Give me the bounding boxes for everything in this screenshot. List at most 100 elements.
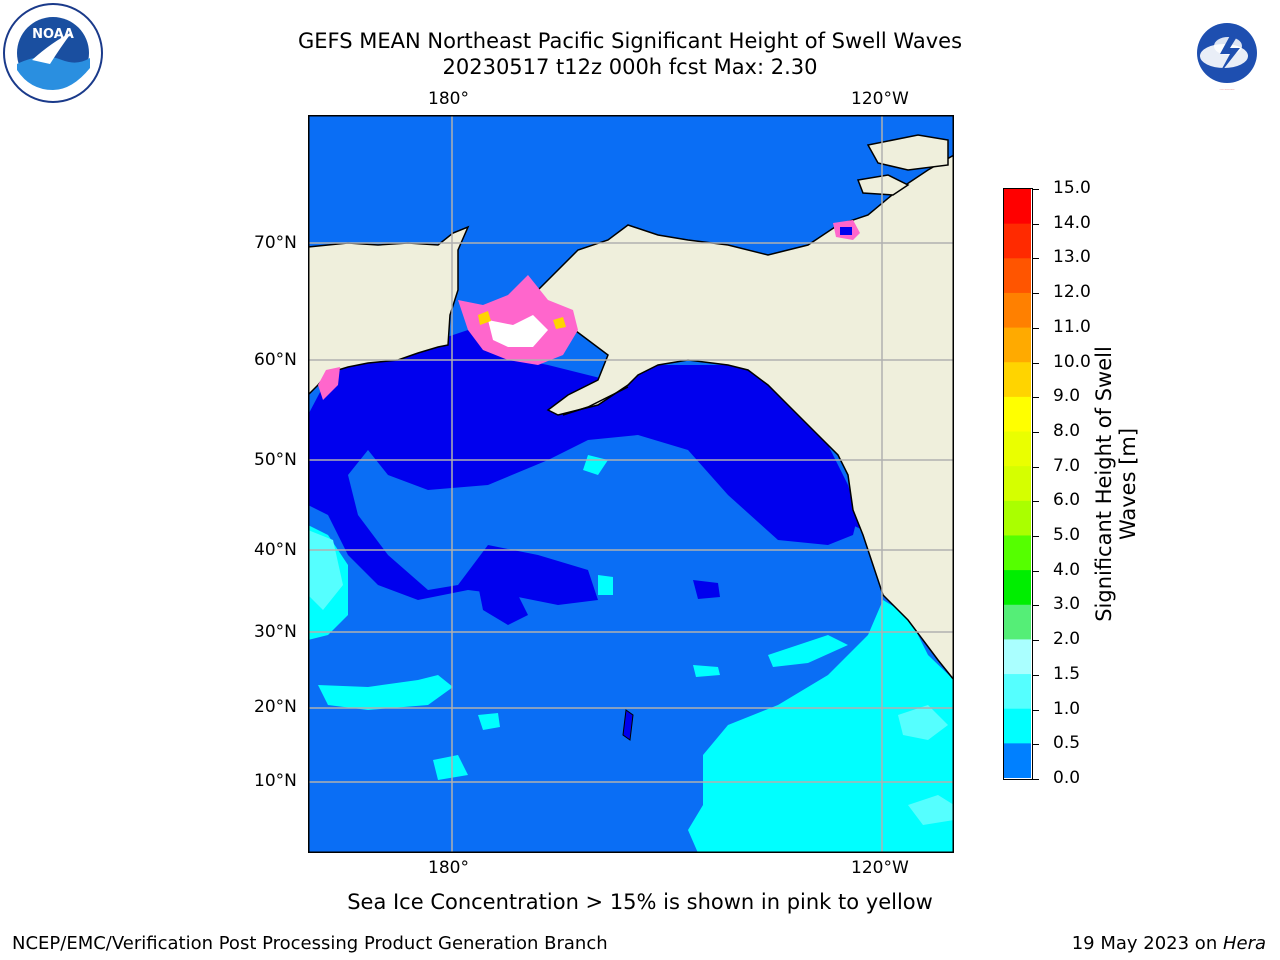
colorbar-tick-mark [1033,362,1039,364]
swell-cyan-band-1 [768,635,848,667]
swell-light-cyan-patch-2 [908,795,954,825]
colorbar-tick-label: 9.0 [1053,386,1081,407]
colorbar-segment-0 [1004,189,1031,225]
colorbar-tick-label: 13.0 [1053,247,1091,268]
colorbar-tick-mark [1033,258,1039,260]
colorbar-segment-15 [1004,708,1031,744]
sea-ice-chukotka-west [318,367,340,400]
bottom-lon-label-180: 180° [428,858,469,878]
colorbar-segment-3 [1004,292,1031,329]
swell-cyan-patch-3 [433,755,468,780]
colorbar-tick-mark [1033,536,1039,538]
swell-cyan-patch-2 [693,665,720,677]
colorbar-segment-7 [1004,431,1031,467]
colorbar-tick-label: 5.0 [1053,525,1081,546]
map-svg [307,114,955,853]
lat-label-10n: 10°N [254,771,297,791]
colorbar-tick-mark [1033,570,1039,572]
footer-branch: NCEP/EMC/Verification Post Processing Pr… [12,933,608,954]
colorbar-tick-mark [1033,605,1039,607]
bottom-lon-label-120w: 120°W [851,858,909,878]
lat-label-30n: 30°N [254,622,297,642]
colorbar-segment-6 [1004,396,1031,433]
lat-label-60n: 60°N [254,350,297,370]
colorbar-label-line1: Significant Height of Swell [1092,346,1116,622]
swell-cyan-patch-4 [478,713,500,730]
colorbar [1003,188,1033,780]
top-lon-label-180: 180° [428,89,469,109]
colorbar-segment-1 [1004,223,1031,259]
land-island-1 [866,134,949,171]
sea-ice-beaufort-inner [840,227,852,235]
noaa-logo: NOAA [2,2,104,104]
colorbar-label: Significant Height of Swell Waves [m] [1092,346,1140,622]
colorbar-segment-2 [1004,258,1031,294]
colorbar-tick-mark [1033,293,1039,295]
colorbar-segment-13 [1004,639,1031,675]
colorbar-tick-mark [1033,779,1039,780]
land-island-2 [856,174,910,196]
colorbar-tick-label: 10.0 [1053,351,1091,372]
colorbar-tick-label: 3.0 [1053,594,1081,615]
swell-cyan-region-southeast [688,600,954,853]
colorbar-svg [1004,189,1031,778]
sea-ice-bering [458,275,578,365]
colorbar-tick-label: 12.0 [1053,282,1091,303]
land-hawaii [622,709,634,741]
colorbar-tick-label: 8.0 [1053,420,1081,441]
colorbar-label-line2: Waves [m] [1116,427,1140,541]
colorbar-tick-mark [1033,327,1039,329]
colorbar-segment-8 [1004,466,1031,502]
nws-logo-text: NATIONAL WEATHER SERVICE [1219,90,1235,91]
colorbar-tick-mark [1033,431,1039,433]
colorbar-segment-11 [1004,570,1031,606]
colorbar-segment-10 [1004,535,1031,571]
lat-label-20n: 20°N [254,697,297,717]
colorbar-tick-mark [1033,744,1039,746]
colorbar-segment-14 [1004,674,1031,710]
colorbar-tick-label: 4.0 [1053,559,1081,580]
lat-label-40n: 40°N [254,540,297,560]
svg-text:NOAA: NOAA [32,27,74,42]
swell-cyan-region-subtropic [318,675,453,710]
lat-label-50n: 50°N [254,450,297,470]
sea-ice-bering-inner [488,315,548,347]
colorbar-tick-mark [1033,674,1039,676]
colorbar-segment-5 [1004,362,1031,398]
swell-light-cyan-patch-1 [898,705,948,740]
colorbar-tick-label: 0.0 [1053,768,1081,788]
swell-low-patch-1 [478,585,528,625]
colorbar-segment-4 [1004,327,1031,363]
top-lon-label-120w: 120°W [851,89,909,109]
chart-subtitle: 20230517 t12z 000h fcst Max: 2.30 [442,55,818,79]
colorbar-tick-label: 7.0 [1053,455,1081,476]
colorbar-tick-mark [1033,223,1039,225]
footer-date-text: 19 May 2023 on [1071,933,1223,954]
colorbar-segment-16 [1004,743,1031,778]
colorbar-tick-label: 14.0 [1053,212,1091,233]
colorbar-tick-label: 1.0 [1053,698,1081,719]
colorbar-tick-label: 0.5 [1053,733,1081,754]
colorbar-tick-label: 11.0 [1053,316,1091,337]
swell-cyan-patch-1 [598,575,613,595]
sea-ice-note: Sea Ice Concentration > 15% is shown in … [347,890,933,914]
colorbar-tick-mark [1033,466,1039,468]
swell-low-patch-2 [693,580,720,599]
colorbar-tick-mark [1033,189,1039,190]
colorbar-tick-mark [1033,397,1039,399]
colorbar-tick-mark [1033,640,1039,642]
footer-date: 19 May 2023 on Hera [1072,933,1266,954]
colorbar-tick-mark [1033,709,1039,711]
lat-label-70n: 70°N [254,233,297,253]
colorbar-tick-label: 2.0 [1053,629,1081,650]
colorbar-segment-9 [1004,500,1031,536]
colorbar-segment-12 [1004,604,1031,640]
sea-ice-bering-yellow [478,311,566,329]
footer-host: Hera [1222,933,1266,954]
graticule [308,115,954,853]
swell-height-map [307,114,955,853]
colorbar-tick-mark [1033,501,1039,503]
chart-title: GEFS MEAN Northeast Pacific Significant … [297,29,963,53]
colorbar-tick-label: 15.0 [1053,178,1091,198]
map-border [308,115,954,853]
